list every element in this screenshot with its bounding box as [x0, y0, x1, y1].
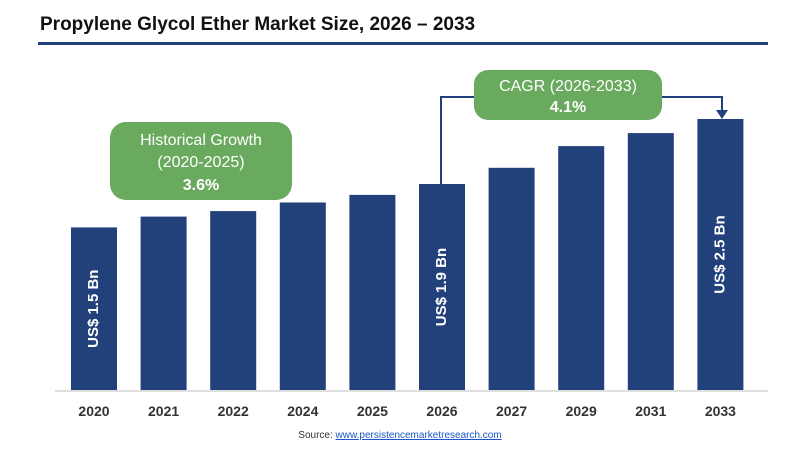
cagr-callout-title: CAGR (2026-2033) — [499, 78, 637, 95]
source-link[interactable]: www.persistencemarketresearch.com — [335, 430, 502, 441]
bar-2025 — [349, 194, 396, 390]
bar-value-label-2033: US$ 2.5 Bn — [711, 215, 728, 293]
bars-layer — [71, 119, 744, 390]
x-tick-label-2024: 2024 — [287, 403, 318, 419]
x-tick-label-2025: 2025 — [357, 403, 388, 419]
x-tick-label-2033: 2033 — [705, 403, 736, 419]
source-note: Source: www.persistencemarketresearch.co… — [0, 430, 800, 441]
bar-value-label-2020: US$ 1.5 Bn — [85, 270, 102, 348]
title-underline — [38, 42, 768, 45]
bar-2020 — [71, 227, 117, 390]
cagr-callout-box — [474, 70, 662, 120]
historical-callout-box — [110, 122, 292, 200]
bar-2022 — [210, 211, 257, 390]
bar-2033 — [697, 119, 744, 390]
bar-value-labels: US$ 1.5 Bn US$ 1.9 Bn US$ 2.5 Bn — [85, 215, 728, 348]
bar-2026 — [419, 184, 465, 390]
cagr-arrowhead — [716, 110, 728, 119]
historical-growth-callout: Historical Growth (2020-2025) 3.6% — [110, 122, 292, 200]
bar-2029 — [558, 146, 605, 390]
bar-value-label-2026: US$ 1.9 Bn — [433, 248, 450, 326]
chart-title: Propylene Glycol Ether Market Size, 2026… — [40, 14, 476, 35]
bar-2027 — [488, 167, 535, 390]
cagr-callout-value: 4.1% — [550, 99, 586, 116]
x-axis-ticks: 2020 2021 2022 2024 2025 2026 2027 2029 2031 2033 — [78, 403, 736, 419]
historical-callout-value: 3.6% — [183, 177, 219, 194]
cagr-callout: CAGR (2026-2033) 4.1% — [474, 70, 662, 120]
x-tick-label-2022: 2022 — [218, 403, 249, 419]
x-tick-label-2027: 2027 — [496, 403, 527, 419]
historical-callout-period: (2020-2025) — [157, 154, 244, 171]
bar-2031 — [627, 133, 674, 390]
bar-2024 — [279, 202, 326, 390]
x-tick-label-2026: 2026 — [426, 403, 457, 419]
x-tick-label-2021: 2021 — [148, 403, 179, 419]
x-tick-label-2029: 2029 — [566, 403, 597, 419]
x-tick-label-2020: 2020 — [78, 403, 109, 419]
bar-2021 — [140, 216, 187, 390]
x-tick-label-2031: 2031 — [635, 403, 666, 419]
historical-callout-title: Historical Growth — [140, 132, 262, 149]
source-label: Source: — [298, 430, 333, 441]
